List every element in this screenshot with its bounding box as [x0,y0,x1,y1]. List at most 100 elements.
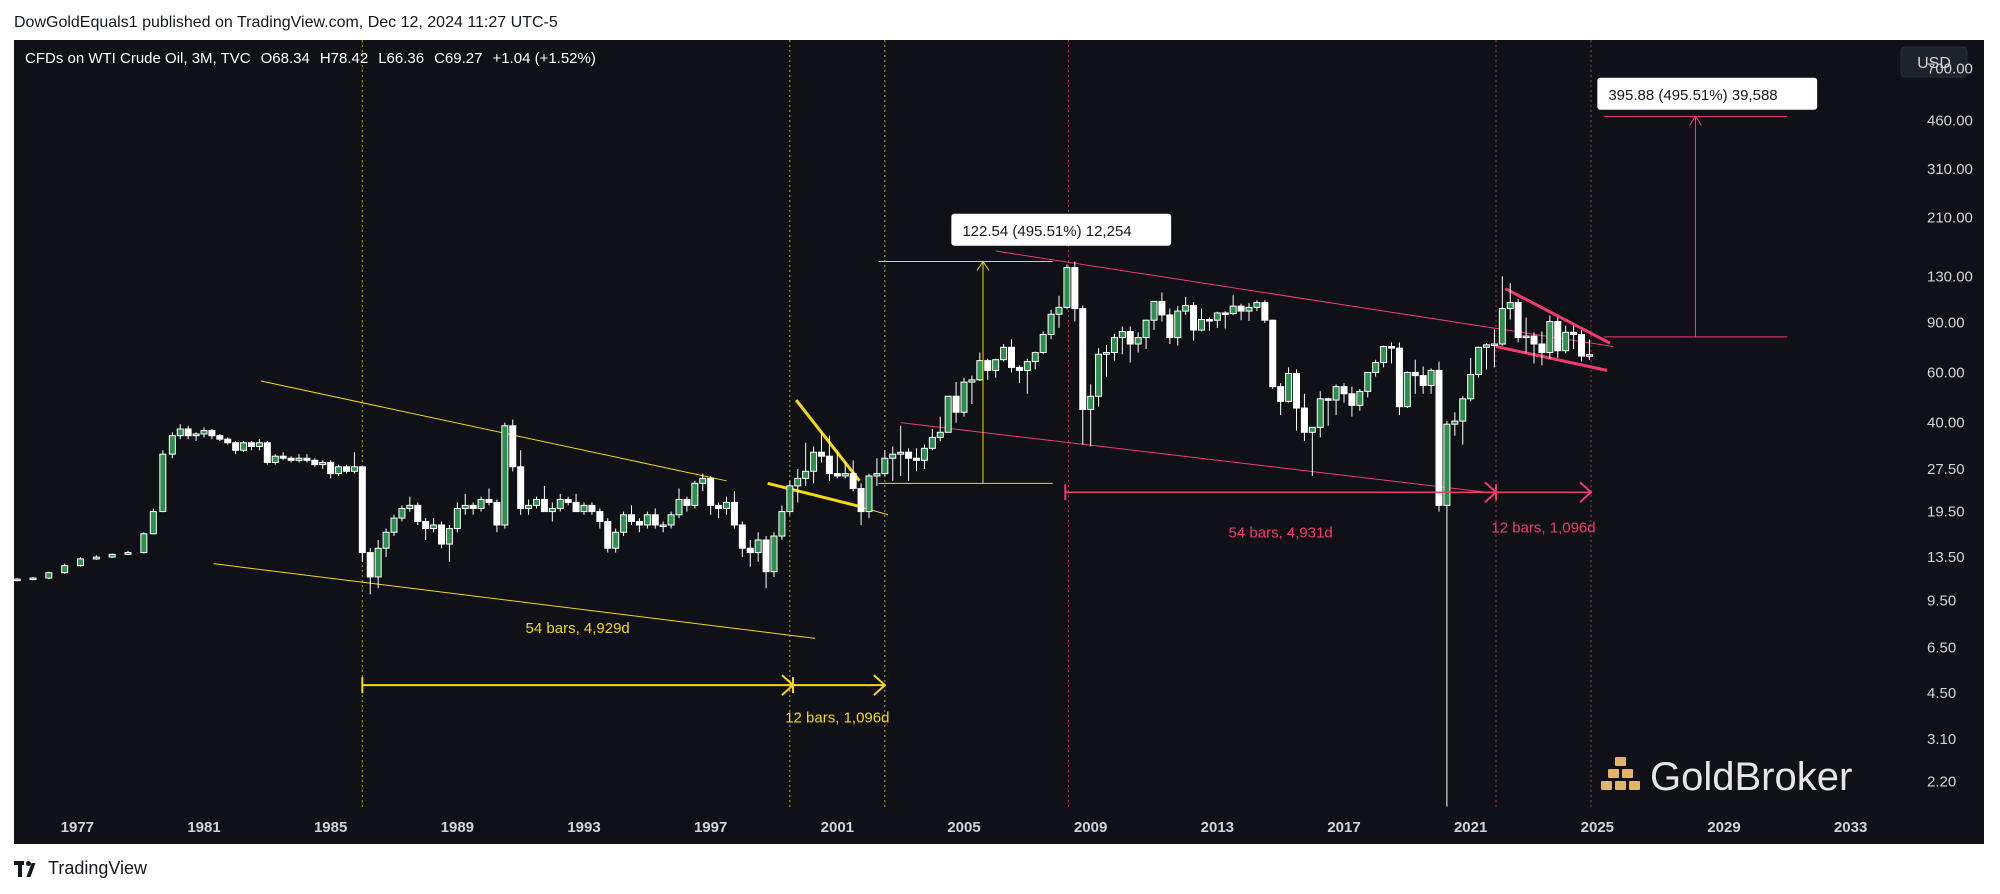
candle-body [865,475,873,513]
candle-body [1221,312,1229,315]
candle [1380,345,1388,368]
candle-body [707,477,715,506]
candle [1514,299,1522,343]
price-tick-label: 90.00 [1927,314,1965,331]
candle [1063,264,1071,310]
candle-body [271,455,279,463]
candle-body [422,520,430,530]
candle [477,496,485,512]
candle [61,563,69,574]
candle-body [1063,267,1071,308]
candle [540,485,548,513]
gold-bars-icon [1601,757,1640,790]
candle-body [1190,305,1198,331]
candle-body [501,425,509,526]
candle-body [453,507,461,530]
date-range: 54 bars, 4,931d [1064,481,1498,542]
candle [453,502,461,533]
price-tick-label: 40.00 [1927,415,1965,432]
price-tick-label: 460.00 [1927,112,1973,129]
candle [414,502,422,525]
candle [319,460,327,470]
candle-body [1340,386,1348,395]
candle [604,518,612,553]
candle [857,483,865,525]
candle-body [738,524,746,549]
chart-panel[interactable]: 122.54 (495.51%) 12,254 395.88 (495.51%) … [14,40,1984,844]
time-axis[interactable]: 1977 1981 1985 1989 1993 1997 2001 2005 2009 2013… [61,819,1868,836]
candle [659,521,667,533]
candle [1000,343,1008,362]
candle-body [192,433,200,437]
candle [1530,332,1538,364]
price-tick-label: 9.50 [1927,593,1956,610]
candle [1142,319,1150,350]
legend-change: +1.04 (+1.52%) [492,50,595,67]
legend-high: H78.42 [320,50,368,67]
candle-body [1324,398,1332,401]
candle [390,514,398,537]
candle-body [1546,321,1554,353]
candle-body [525,504,533,509]
candle [343,464,350,474]
candle-body [1237,305,1245,312]
trendline [260,380,727,482]
candle-body [936,431,944,438]
candle [1490,329,1498,368]
trendline [900,422,1487,493]
candle [140,532,148,554]
candle [1372,359,1380,377]
candle-body [778,511,786,537]
candle [1277,383,1285,416]
candle-body [1008,346,1015,368]
time-tick-label: 1989 [441,819,474,836]
time-tick-label: 2001 [821,819,854,836]
tradingview-footer[interactable]: TradingView [14,858,147,879]
price-axis[interactable]: 700.00 460.00 310.00 210.00 130.00 90.00 60.00… [1927,60,1973,790]
legend-close: C69.27 [434,50,482,67]
trendline [1504,287,1611,345]
candle [1174,306,1182,346]
candle [1356,388,1364,411]
candle-body [200,430,208,435]
candle-body [1055,306,1063,315]
measure-arrow-head [976,260,990,271]
candle [1546,315,1554,359]
candle-body [1087,395,1095,410]
candle [77,557,84,567]
candle-body [92,556,100,560]
candle [1498,276,1506,346]
range-label: 12 bars, 1,096d [785,709,889,726]
candle [1055,295,1063,328]
candle [406,496,414,512]
candle [1031,351,1039,370]
candle [699,473,707,492]
candle [889,446,897,481]
watermark-text: GoldBroker [1650,755,1852,799]
candle [913,448,920,472]
candle-body [1506,302,1514,310]
candle [715,502,723,519]
currency-button[interactable]: USD [1900,46,1968,78]
candle-body [762,539,770,573]
time-tick-label: 1993 [567,819,600,836]
time-tick-label: 1977 [61,819,94,836]
price-chart[interactable]: 122.54 (495.51%) 12,254 395.88 (495.51%) … [14,40,1984,844]
candle [168,432,176,459]
price-tick-label: 13.50 [1927,549,1965,566]
candle [1182,296,1190,315]
candle-body [477,498,485,509]
candle [208,428,216,440]
candle-body [485,498,493,503]
candle-body [905,451,913,459]
candle-body [263,442,271,463]
candle [149,508,157,535]
candle-body [754,539,762,554]
candle [1285,367,1293,403]
candle [1237,303,1245,321]
price-tick-label: 60.00 [1927,364,1965,381]
candle-body [509,425,517,468]
candle-body [1522,335,1530,339]
candle-body [1047,313,1055,336]
price-tick-label: 210.00 [1927,209,1973,226]
